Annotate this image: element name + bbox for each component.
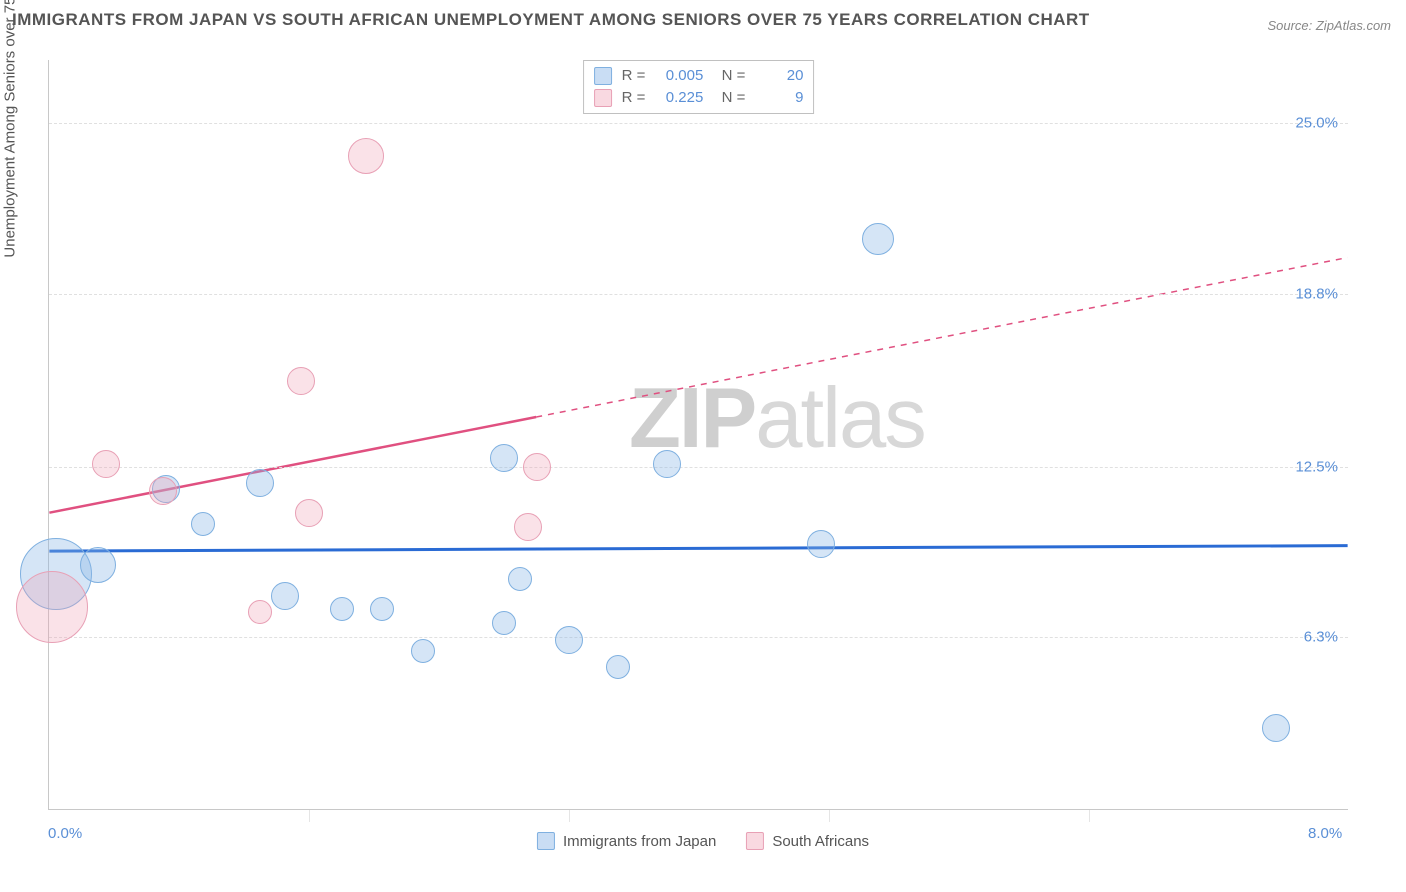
swatch-icon (746, 832, 764, 850)
data-point (1262, 714, 1290, 742)
data-point (653, 450, 681, 478)
chart-title: IMMIGRANTS FROM JAPAN VS SOUTH AFRICAN U… (12, 10, 1394, 30)
gridline (569, 810, 570, 822)
data-point (248, 600, 272, 624)
gridline (309, 810, 310, 822)
stats-legend: R = 0.005 N = 20 R = 0.225 N = 9 (583, 60, 815, 114)
legend-item: Immigrants from Japan (537, 832, 716, 850)
data-point (271, 582, 299, 610)
data-point (514, 513, 542, 541)
y-tick-label: 25.0% (1295, 115, 1338, 132)
x-tick-label: 0.0% (48, 825, 82, 842)
y-tick-label: 18.8% (1295, 285, 1338, 302)
gridline (49, 123, 1348, 124)
header: IMMIGRANTS FROM JAPAN VS SOUTH AFRICAN U… (0, 0, 1406, 45)
swatch-icon (594, 67, 612, 85)
data-point (508, 567, 532, 591)
data-point (490, 444, 518, 472)
chart-area: ZIPatlas R = 0.005 N = 20 R = 0.225 N = … (48, 60, 1348, 810)
source-label: Source: ZipAtlas.com (1267, 18, 1391, 33)
data-point (80, 547, 116, 583)
legend-row: R = 0.005 N = 20 (594, 65, 804, 87)
data-point (287, 367, 315, 395)
gridline (829, 810, 830, 822)
data-point (16, 571, 88, 643)
swatch-icon (594, 89, 612, 107)
gridline (49, 637, 1348, 638)
swatch-icon (537, 832, 555, 850)
data-point (807, 530, 835, 558)
y-tick-label: 6.3% (1304, 628, 1338, 645)
data-point (492, 611, 516, 635)
data-point (523, 453, 551, 481)
legend-item: South Africans (746, 832, 869, 850)
legend-row: R = 0.225 N = 9 (594, 87, 804, 109)
data-point (370, 597, 394, 621)
data-point (862, 223, 894, 255)
data-point (555, 626, 583, 654)
data-point (295, 499, 323, 527)
data-point (330, 597, 354, 621)
data-point (92, 450, 120, 478)
data-point (411, 639, 435, 663)
y-axis-label: Unemployment Among Seniors over 75 years (2, 0, 19, 258)
gridline (49, 467, 1348, 468)
data-point (606, 655, 630, 679)
gridline (1089, 810, 1090, 822)
y-tick-label: 12.5% (1295, 458, 1338, 475)
data-point (191, 512, 215, 536)
data-point (348, 138, 384, 174)
x-tick-label: 8.0% (1308, 825, 1342, 842)
data-point (149, 477, 177, 505)
bottom-legend: Immigrants from Japan South Africans (537, 832, 869, 850)
trend-lines (49, 60, 1348, 809)
gridline (49, 294, 1348, 295)
data-point (246, 469, 274, 497)
